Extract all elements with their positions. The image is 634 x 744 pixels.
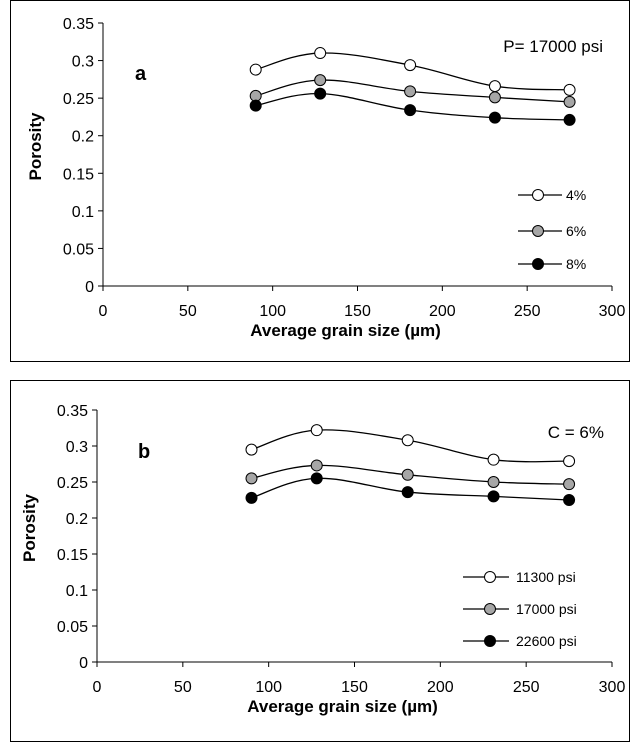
chart-panel-a <box>10 0 630 362</box>
panel-b-x-tick-label: 100 <box>255 679 282 696</box>
panel-a-series-1-point <box>488 91 501 104</box>
panel-a-annotation: P= 17000 psi <box>503 37 603 56</box>
panel-b-legend-label-2: 22600 psi <box>516 633 577 649</box>
panel-a-series-2-point <box>563 113 576 126</box>
panel-a-y-axis-title: Porosity <box>26 112 45 181</box>
panel-b-legend-marker-0 <box>484 571 496 583</box>
panel-b-x-tick-label: 0 <box>93 679 102 696</box>
panel-b-legend-marker-2 <box>484 635 496 647</box>
panel-a-legend-marker-0 <box>532 189 544 201</box>
panel-a-series-1-point <box>563 95 576 108</box>
panel-a-series-2-point <box>314 87 327 100</box>
panel-b-y-tick-label: 0 <box>79 655 88 672</box>
panel-b-x-axis-title: Average grain size (µm) <box>247 697 438 716</box>
panel-b-legend-marker-1 <box>484 603 496 615</box>
panel-a-legend-marker-2 <box>532 258 544 270</box>
panel-b-y-tick-label: 0.1 <box>66 583 88 600</box>
panel-b-y-tick-label: 0.05 <box>57 619 88 636</box>
chart-panel-b <box>10 380 630 742</box>
panel-a-x-tick-label: 200 <box>429 303 456 320</box>
panel-a-x-tick-label: 300 <box>599 303 626 320</box>
panel-b-y-tick-label: 0.3 <box>66 439 88 456</box>
panel-a-series-1-point <box>314 74 327 87</box>
panel-a-y-tick-label: 0.35 <box>63 16 94 33</box>
panel-a-series-0-point <box>404 59 417 72</box>
panel-b-x-tick-label: 200 <box>427 679 454 696</box>
panel-b-series-2-point <box>487 490 500 503</box>
panel-a-series-line-0 <box>255 52 570 91</box>
panel-a-y-tick-label: 0.2 <box>72 129 94 146</box>
panel-a-legend-marker-1 <box>532 225 544 237</box>
panel-b-series-1-point <box>401 468 414 481</box>
panel-a-series-0-point <box>488 80 501 93</box>
panel-a-legend-label-0: 4% <box>566 187 586 203</box>
panel-a-x-axis-title: Average grain size (µm) <box>250 321 441 340</box>
panel-b-x-tick-label: 150 <box>341 679 368 696</box>
panel-a-x-tick-label: 150 <box>344 303 371 320</box>
panel-a-x-tick-label: 100 <box>259 303 286 320</box>
panel-a-series-2-point <box>488 111 501 124</box>
panel-a-y-tick-label: 0.1 <box>72 204 94 221</box>
panel-b-series-1-point <box>563 478 576 491</box>
panel-b-y-tick-label: 0.35 <box>57 403 88 420</box>
panel-a-series-1-point <box>404 85 417 98</box>
panel-b-series-line-0 <box>251 429 570 463</box>
panel-b-panel-label: b <box>138 441 150 463</box>
panel-b-series-0-point <box>401 434 414 447</box>
panel-b-series-0-point <box>245 443 258 456</box>
panel-a-y-tick-label: 0.15 <box>63 166 94 183</box>
panel-a-y-tick-label: 0 <box>85 279 94 296</box>
panel-b-series-0-point <box>487 453 500 466</box>
panel-b-series-1-point <box>245 472 258 485</box>
panel-a-series-2-point <box>249 99 262 112</box>
panel-b-series-2-point <box>245 491 258 504</box>
panel-a-series-0-point <box>563 83 576 96</box>
panel-b-series-0-point <box>563 455 576 468</box>
panel-b-y-tick-label: 0.25 <box>57 475 88 492</box>
panel-b-series-0-point <box>310 424 323 437</box>
panel-b-y-tick-label: 0.15 <box>57 547 88 564</box>
panel-a-y-tick-label: 0.25 <box>63 91 94 108</box>
panel-b-x-tick-label: 250 <box>513 679 540 696</box>
panel-b-series-2-point <box>401 486 414 499</box>
panel-b-series-2-point <box>563 494 576 506</box>
panel-a-x-tick-label: 50 <box>179 303 197 320</box>
panel-b-legend-label-0: 11300 psi <box>516 569 576 585</box>
panel-a-legend-label-1: 6% <box>566 223 586 239</box>
panel-a-y-tick-label: 0.3 <box>72 54 94 71</box>
panel-b-x-tick-label: 300 <box>599 679 626 696</box>
panel-b-series-1-point <box>487 476 500 488</box>
panel-a-x-tick-label: 0 <box>99 303 108 320</box>
panel-b-y-axis-title: Porosity <box>20 493 39 562</box>
panel-a-y-tick-label: 0.05 <box>63 241 94 258</box>
panel-b-y-tick-label: 0.2 <box>66 511 88 528</box>
panel-a-series-2-point <box>404 104 417 117</box>
panel-a-x-tick-label: 250 <box>514 303 541 320</box>
panel-b-x-tick-label: 50 <box>174 679 192 696</box>
panel-b-legend-label-1: 17000 psi <box>516 601 577 617</box>
panel-a-series-0-point <box>249 63 262 76</box>
panel-a-series-0-point <box>314 47 327 60</box>
panel-b-series-2-point <box>310 472 323 485</box>
panel-a-legend-label-2: 8% <box>566 256 586 272</box>
panel-b-annotation: C = 6% <box>548 423 604 442</box>
panel-b-series-1-point <box>310 459 323 472</box>
panel-a-panel-label: a <box>135 63 147 85</box>
